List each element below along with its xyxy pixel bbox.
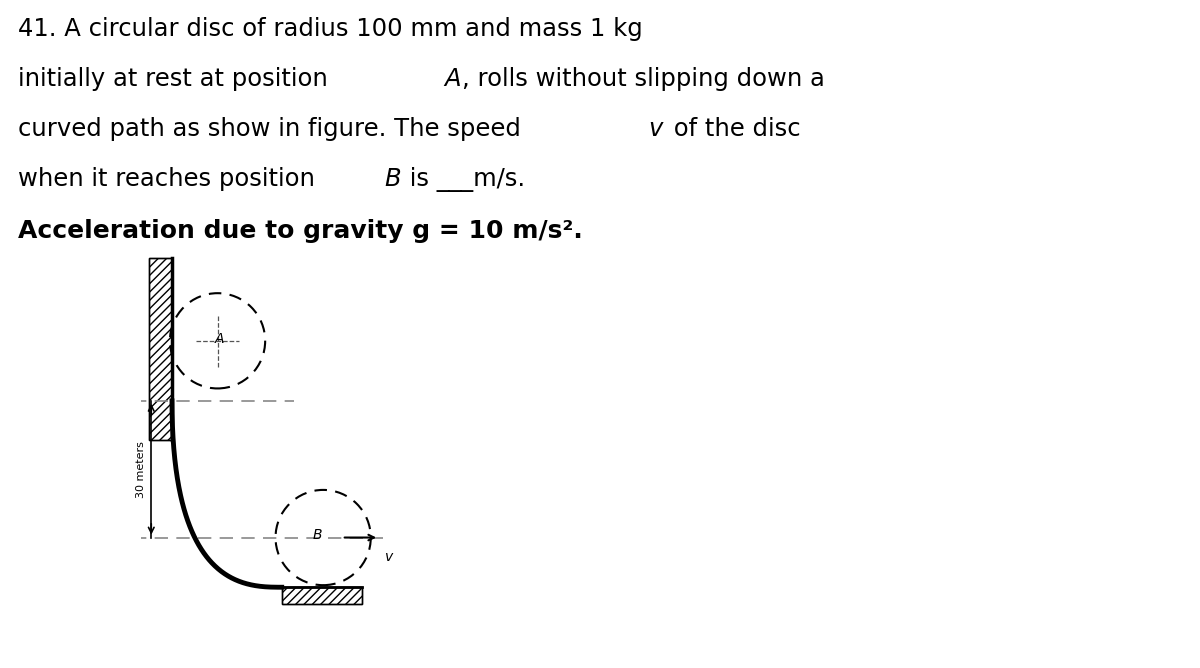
Text: 41. A circular disc of radius 100 mm and mass 1 kg: 41. A circular disc of radius 100 mm and… [18,17,643,41]
Text: B: B [312,528,322,542]
Text: when it reaches position: when it reaches position [18,167,323,191]
Bar [149,258,172,440]
Bar [149,258,172,440]
Bar [282,587,362,604]
Text: is ___m/s.: is ___m/s. [402,167,526,192]
Text: Acceleration due to gravity g = 10 m/s².: Acceleration due to gravity g = 10 m/s². [18,219,583,243]
Text: curved path as show in figure. The speed: curved path as show in figure. The speed [18,117,529,141]
Text: A: A [444,67,461,91]
Bar [282,587,362,604]
Text: v: v [648,117,662,141]
Text: A: A [215,332,224,346]
Text: , rolls without slipping down a: , rolls without slipping down a [462,67,824,91]
Text: initially at rest at position: initially at rest at position [18,67,336,91]
Text: B: B [384,167,401,191]
Text: v: v [385,550,394,564]
Text: of the disc: of the disc [666,117,800,141]
Text: 30 meters: 30 meters [136,441,146,498]
